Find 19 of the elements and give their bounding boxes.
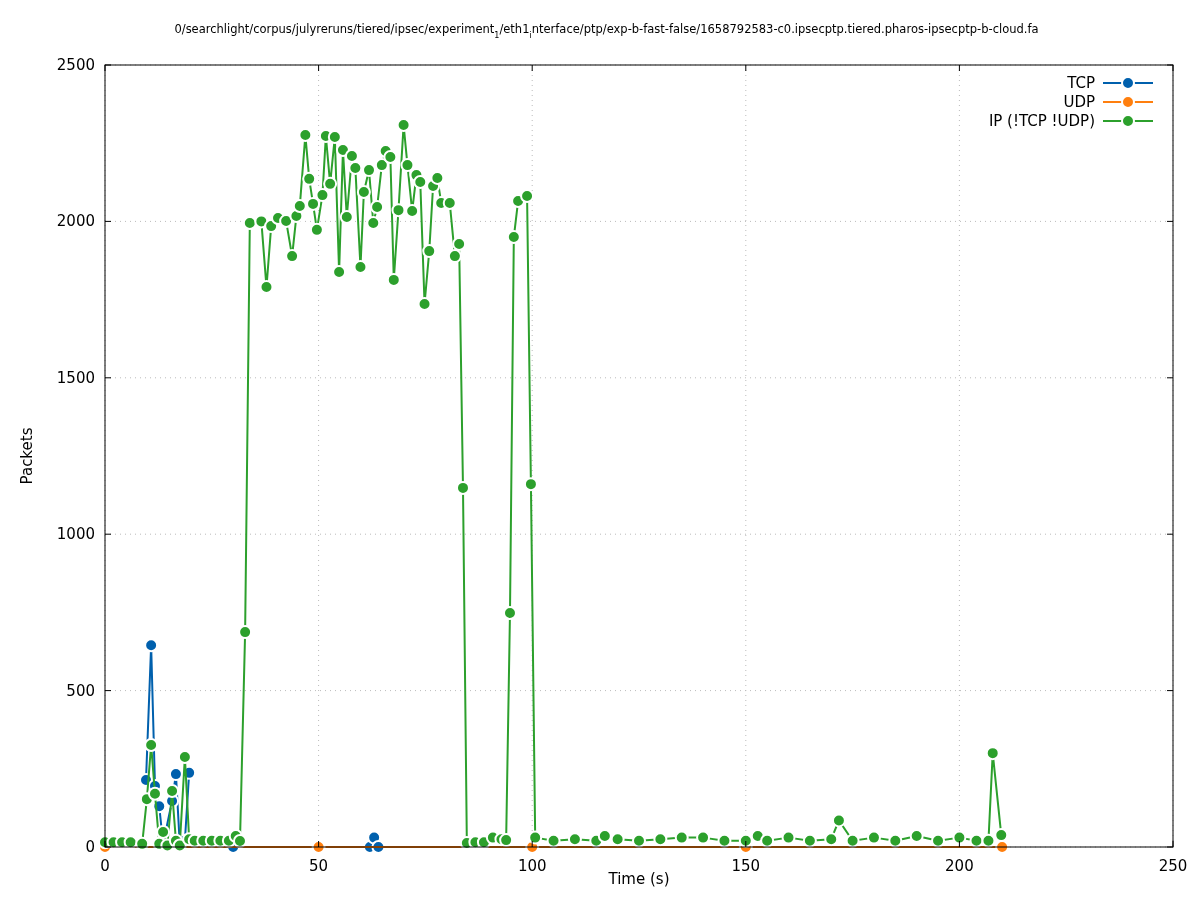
x-axis-title: Time (s) <box>607 870 670 888</box>
y-tick-label: 1500 <box>56 368 95 387</box>
chart-title: 0/searchlight/corpus/julyreruns/tiered/ipsec/experiment$_{1}$/eth1$_{i}$nterface/ptp/exp-b-fast-false/1658792583-c0.ipsecptp.tiered.pharos-ipsecptp-b-cloud.fa <box>174 22 1039 40</box>
x-tick-label: 50 <box>309 857 329 875</box>
x-tick-label: 100 <box>517 857 547 875</box>
y-tick-label: 0 <box>85 838 95 856</box>
legend-label: TCP <box>1066 74 1095 92</box>
y-axis-title: Packets <box>18 427 36 485</box>
x-tick-label: 0 <box>100 857 110 875</box>
point <box>144 638 159 653</box>
legend-label: IP (!TCP !UDP) <box>988 112 1095 130</box>
y-tick-label: 500 <box>66 681 95 700</box>
y-tick-label: 2500 <box>56 56 95 74</box>
legend-label: UDP <box>1063 93 1095 111</box>
x-tick-label: 250 <box>1158 857 1188 875</box>
y-tick-label: 2000 <box>56 212 95 231</box>
x-tick-label: 200 <box>945 857 974 875</box>
y-tick-label: 1000 <box>56 525 95 544</box>
x-tick-label: 150 <box>731 857 761 875</box>
